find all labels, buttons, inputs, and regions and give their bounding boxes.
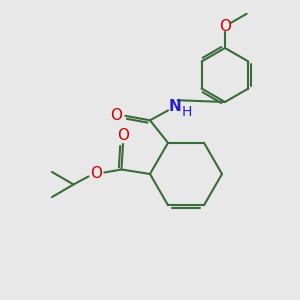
Text: O: O	[117, 128, 129, 143]
Text: N: N	[168, 99, 181, 114]
Text: O: O	[90, 167, 102, 182]
Text: O: O	[110, 108, 122, 123]
Text: H: H	[182, 105, 192, 119]
Text: O: O	[219, 19, 231, 34]
